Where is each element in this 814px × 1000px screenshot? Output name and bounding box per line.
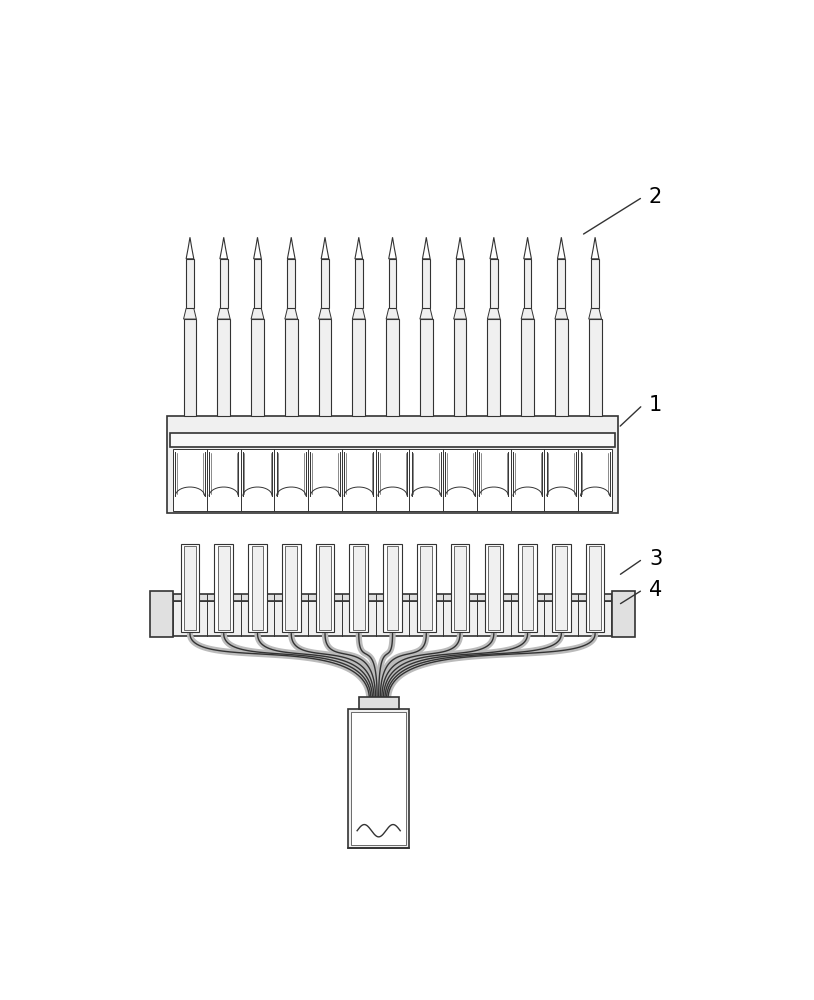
Bar (552, 544, 571, 632)
Bar (417, 544, 435, 632)
Polygon shape (422, 237, 430, 259)
Bar (612, 591, 635, 637)
Bar (173, 601, 612, 636)
Polygon shape (453, 308, 466, 319)
Bar (484, 544, 503, 632)
Bar (523, 259, 532, 308)
Bar (252, 546, 264, 630)
Bar (521, 319, 534, 416)
Bar (286, 546, 297, 630)
Bar (359, 697, 399, 709)
Bar (456, 259, 464, 308)
Polygon shape (322, 237, 329, 259)
Bar (522, 546, 533, 630)
Bar (214, 544, 233, 632)
Bar (488, 546, 500, 630)
Bar (287, 259, 295, 308)
Polygon shape (318, 308, 331, 319)
Bar (352, 546, 365, 630)
Bar (319, 546, 331, 630)
Bar (183, 319, 196, 416)
Polygon shape (217, 308, 230, 319)
Polygon shape (254, 237, 261, 259)
Bar (420, 319, 433, 416)
Text: 3: 3 (649, 549, 663, 569)
Polygon shape (220, 237, 228, 259)
Bar (254, 259, 261, 308)
Polygon shape (558, 237, 565, 259)
Bar (248, 544, 267, 632)
Bar (389, 259, 396, 308)
Bar (451, 544, 470, 632)
Bar (589, 319, 602, 416)
Polygon shape (386, 308, 399, 319)
Bar (220, 259, 228, 308)
Bar (173, 449, 612, 511)
Bar (170, 433, 615, 447)
Bar (318, 319, 331, 416)
Bar (386, 319, 399, 416)
Bar (352, 319, 365, 416)
Bar (355, 259, 362, 308)
Polygon shape (285, 308, 298, 319)
Bar (184, 546, 196, 630)
Bar (488, 319, 501, 416)
Bar (186, 259, 194, 308)
Text: 1: 1 (649, 395, 663, 415)
Bar (316, 544, 335, 632)
Bar (490, 259, 497, 308)
Bar (351, 712, 406, 845)
Bar (322, 259, 329, 308)
Polygon shape (251, 308, 264, 319)
Bar (589, 546, 601, 630)
Bar (150, 591, 173, 637)
Bar (383, 544, 402, 632)
Bar (167, 416, 618, 513)
Polygon shape (488, 308, 501, 319)
Bar (348, 709, 409, 848)
Bar (217, 319, 230, 416)
Bar (591, 259, 599, 308)
Polygon shape (456, 237, 464, 259)
Bar (555, 319, 567, 416)
Bar (282, 544, 300, 632)
Polygon shape (555, 308, 567, 319)
Bar (251, 319, 264, 416)
Polygon shape (389, 237, 396, 259)
Polygon shape (521, 308, 534, 319)
Bar (453, 319, 466, 416)
Bar (422, 259, 430, 308)
Polygon shape (183, 308, 196, 319)
Polygon shape (355, 237, 362, 259)
Bar (349, 544, 368, 632)
Polygon shape (420, 308, 433, 319)
Polygon shape (591, 237, 599, 259)
Bar (519, 544, 537, 632)
Bar (173, 594, 612, 601)
Bar (555, 546, 567, 630)
Bar (387, 546, 398, 630)
Bar (558, 259, 565, 308)
Bar (454, 546, 466, 630)
Bar (285, 319, 298, 416)
Polygon shape (352, 308, 365, 319)
Text: 4: 4 (649, 580, 663, 600)
Bar (586, 544, 604, 632)
Bar (181, 544, 199, 632)
Polygon shape (186, 237, 194, 259)
Text: 2: 2 (649, 187, 663, 207)
Bar (218, 546, 230, 630)
Polygon shape (589, 308, 602, 319)
Polygon shape (523, 237, 532, 259)
Polygon shape (287, 237, 295, 259)
Bar (420, 546, 432, 630)
Polygon shape (490, 237, 497, 259)
